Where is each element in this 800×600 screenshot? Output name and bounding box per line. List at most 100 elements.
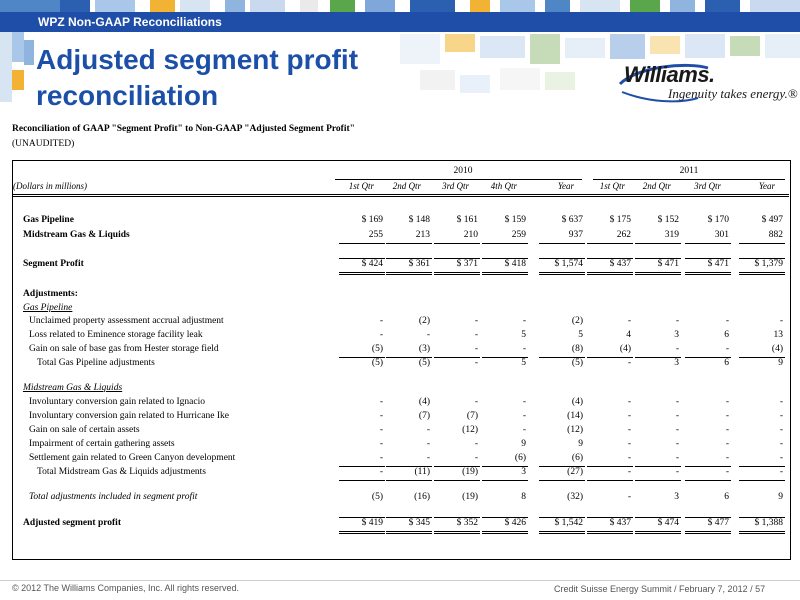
- value-cell: -: [522, 344, 526, 354]
- value-cell: (8): [571, 344, 583, 354]
- cell-rule: [434, 466, 480, 467]
- value-cell: 9: [778, 492, 783, 502]
- value-cell: -: [725, 467, 729, 477]
- cell-rule: [434, 480, 480, 481]
- cell-rule: [386, 480, 432, 481]
- value-cell: $ 361: [408, 259, 430, 269]
- value-cell: (4): [619, 344, 631, 354]
- value-cell: -: [379, 330, 383, 340]
- report-subtitle: (UNAUDITED): [12, 139, 75, 149]
- value-cell: (4): [418, 397, 430, 407]
- table-row: Settlement gain related to Green Canyon …: [13, 453, 792, 467]
- value-cell: -: [426, 453, 430, 463]
- value-cell: $ 1,388: [754, 518, 784, 528]
- cell-rule: [539, 517, 585, 518]
- cell-rule: [386, 258, 432, 259]
- column-header: 3rd Qtr: [442, 181, 469, 191]
- value-cell: $ 426: [504, 518, 526, 528]
- cell-double-rule: [434, 274, 480, 275]
- value-cell: (7): [466, 411, 478, 421]
- header-mosaic: [0, 0, 800, 110]
- cell-rule: [482, 258, 528, 259]
- value-cell: -: [379, 453, 383, 463]
- cell-double-rule: [635, 533, 681, 534]
- value-cell: -: [379, 425, 383, 435]
- cell-rule: [434, 517, 480, 518]
- cell-rule: [685, 258, 731, 259]
- cell-rule: [635, 466, 681, 467]
- value-cell: (32): [567, 492, 583, 502]
- value-cell: $ 169: [361, 215, 383, 225]
- value-cell: 259: [511, 230, 526, 240]
- value-cell: -: [426, 425, 430, 435]
- section-label: WPZ Non-GAAP Reconciliations: [38, 15, 222, 29]
- cell-rule: [739, 243, 785, 244]
- value-cell: -: [725, 439, 729, 449]
- cell-rule: [587, 517, 633, 518]
- row-label: Adjustments:: [23, 289, 78, 299]
- value-cell: 882: [768, 230, 783, 240]
- header-bar: [0, 12, 800, 32]
- value-cell: 3: [674, 330, 679, 340]
- cell-rule: [685, 243, 731, 244]
- cell-double-rule: [587, 274, 633, 275]
- column-header: 2nd Qtr: [642, 181, 671, 191]
- value-cell: 213: [415, 230, 430, 240]
- row-label: Segment Profit: [23, 259, 84, 269]
- value-cell: -: [675, 397, 679, 407]
- cell-rule: [539, 480, 585, 481]
- table-row: Involuntary conversion gain related to I…: [13, 397, 792, 411]
- value-cell: (12): [462, 425, 478, 435]
- table-row: Gas Pipeline $ 169 $ 148 $ 161 $ 159 $ 637 $ 1…: [13, 215, 792, 229]
- value-cell: -: [522, 411, 526, 421]
- value-cell: $ 152: [657, 215, 679, 225]
- value-cell: (5): [371, 344, 383, 354]
- value-cell: 6: [724, 330, 729, 340]
- value-cell: -: [522, 316, 526, 326]
- value-cell: -: [725, 397, 729, 407]
- value-cell: (19): [462, 467, 478, 477]
- value-cell: -: [627, 411, 631, 421]
- cell-double-rule: [386, 272, 432, 273]
- value-cell: (19): [462, 492, 478, 502]
- table-row: Gain on sale of certain assets - - (12) - (12…: [13, 425, 792, 439]
- row-label: Gas Pipeline: [23, 215, 74, 225]
- value-cell: (4): [771, 344, 783, 354]
- cell-double-rule: [635, 272, 681, 273]
- value-cell: $ 637: [561, 215, 583, 225]
- cell-rule: [587, 243, 633, 244]
- cell-double-rule: [685, 533, 731, 534]
- row-label: Total adjustments included in segment pr…: [29, 492, 198, 502]
- cell-rule: [386, 357, 432, 358]
- value-cell: (5): [571, 358, 583, 368]
- footer-event: Credit Suisse Energy Summit / February 7…: [554, 584, 766, 594]
- value-cell: (4): [571, 397, 583, 407]
- logo-tagline: Ingenuity takes energy.®: [668, 86, 798, 101]
- cell-double-rule: [539, 272, 585, 273]
- cell-double-rule: [386, 533, 432, 534]
- value-cell: $ 474: [657, 518, 679, 528]
- row-label: Unclaimed property assessment accrual ad…: [29, 316, 224, 326]
- value-cell: $ 371: [456, 259, 478, 269]
- cell-double-rule: [339, 533, 385, 534]
- cell-rule: [339, 480, 385, 481]
- value-cell: $ 1,542: [554, 518, 584, 528]
- cell-rule: [635, 258, 681, 259]
- cell-rule: [386, 466, 432, 467]
- value-cell: -: [474, 439, 478, 449]
- table-row: Total Gas Pipeline adjustments (5) (5) - 5 (5…: [13, 358, 792, 372]
- value-cell: 6: [724, 492, 729, 502]
- value-cell: -: [675, 425, 679, 435]
- table-row: Segment Profit $ 424 $ 361 $ 371 $ 418 $ 1,57…: [13, 258, 792, 275]
- value-cell: -: [627, 439, 631, 449]
- row-label: Impairment of certain gathering assets: [29, 439, 175, 449]
- value-cell: -: [379, 439, 383, 449]
- year-rule-2011: [593, 179, 785, 180]
- cell-rule: [434, 357, 480, 358]
- row-label: Gain on sale of certain assets: [29, 425, 140, 435]
- value-cell: 9: [521, 439, 526, 449]
- value-cell: -: [725, 425, 729, 435]
- cell-rule: [635, 357, 681, 358]
- value-cell: 3: [674, 358, 679, 368]
- cell-rule: [587, 357, 633, 358]
